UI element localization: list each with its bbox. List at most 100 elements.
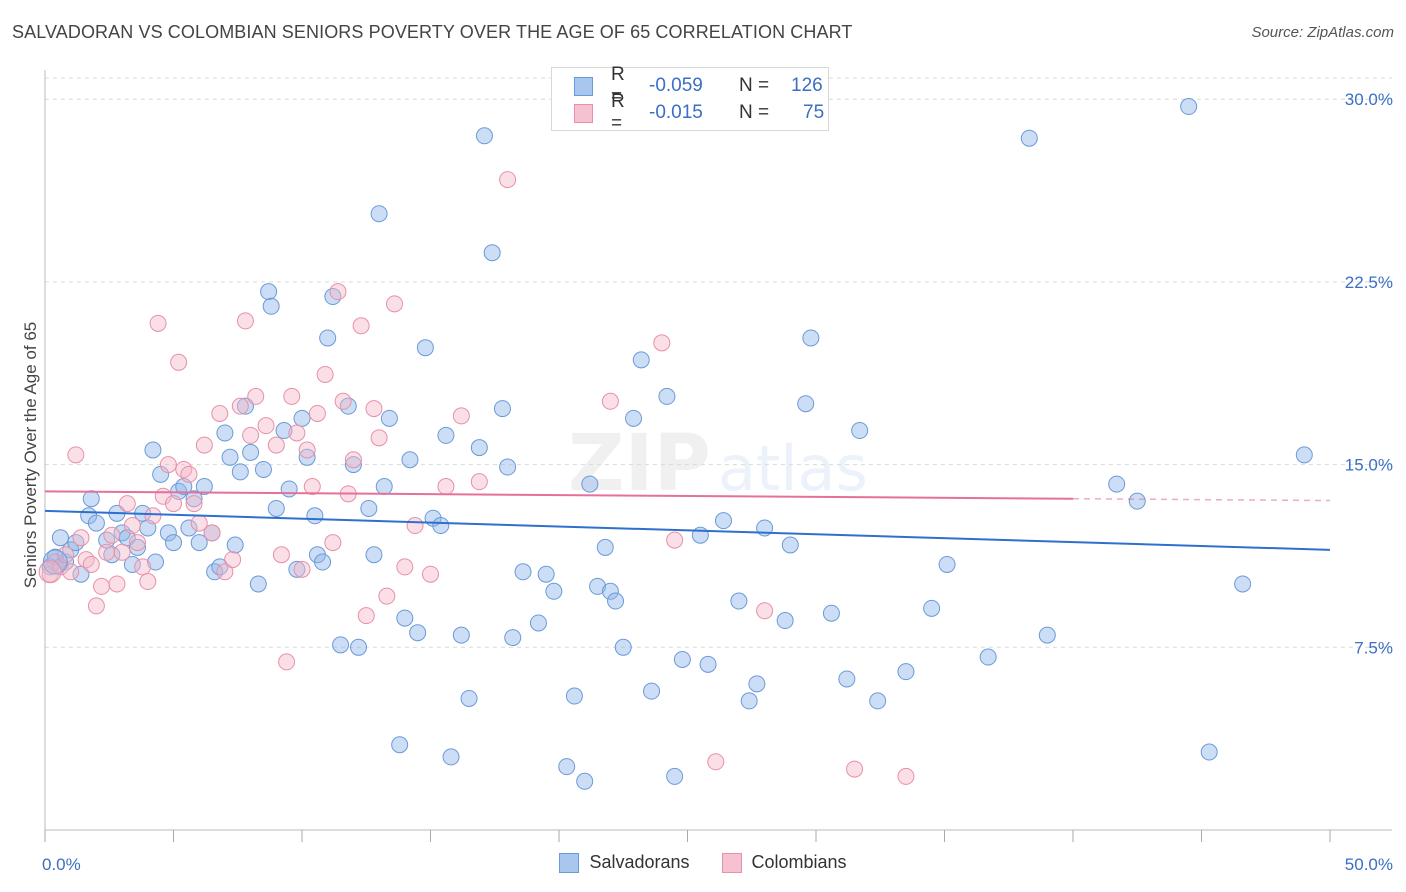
trend-lines <box>44 490 1331 551</box>
salvadoran-point <box>483 244 501 262</box>
legend-row-salvadorans: R = -0.059 N = 126 <box>574 64 823 107</box>
source-credit: Source: ZipAtlas.com <box>1251 24 1394 41</box>
chart-title: SALVADORAN VS COLOMBIAN SENIORS POVERTY … <box>12 22 853 42</box>
colombian-point <box>144 507 162 525</box>
salvadoran-point <box>306 507 324 525</box>
salvadoran-point <box>1108 475 1126 493</box>
salvadoran-point <box>470 439 488 457</box>
colombian-point <box>303 478 321 496</box>
colombian-point <box>103 526 121 544</box>
legend-label-salvadorans: Salvadorans <box>589 852 690 872</box>
salvadoran-point <box>226 536 244 554</box>
salvadoran-point <box>262 297 280 315</box>
colombian-point <box>175 460 193 478</box>
x-tick-label: 50.0% <box>1345 855 1393 874</box>
colombian-point <box>422 565 439 583</box>
colombian-point <box>846 760 864 778</box>
colombian-point <box>257 417 275 435</box>
colombian-point <box>185 495 203 513</box>
salvadoran-point <box>211 558 229 576</box>
legend-item-salvadorans[interactable]: Salvadorans <box>559 852 690 873</box>
salvadoran-point <box>380 409 398 427</box>
legend-n-label: N = <box>739 75 770 96</box>
salvadoran-point <box>339 397 357 415</box>
salvadoran-point <box>537 565 555 583</box>
salvadoran-point <box>275 422 293 440</box>
salvadoran-point <box>41 558 59 576</box>
colombian-point <box>134 558 152 576</box>
salvadoran-point <box>838 670 856 688</box>
salvadoran-point <box>180 519 198 537</box>
legend-r-value: -0.059 <box>649 75 703 96</box>
salvadoran-point <box>409 624 427 642</box>
salvadoran-point <box>1200 743 1218 761</box>
salvadoran-point <box>558 758 576 776</box>
colombian-point <box>216 563 234 581</box>
salvadoran-point <box>938 555 956 573</box>
salvadoran-point <box>1038 626 1056 644</box>
salvadoran-point <box>658 387 676 405</box>
salvadoran-point <box>589 577 607 595</box>
colombian-point <box>108 575 126 593</box>
salvadoran-point <box>740 692 758 710</box>
colombian-point <box>344 451 362 469</box>
colombian-point <box>452 407 470 425</box>
colombian-point <box>118 495 136 513</box>
colombian-point <box>601 392 619 410</box>
colombian-point <box>87 597 105 615</box>
salvadoran-point <box>442 748 460 766</box>
salvadoran-point <box>475 127 493 145</box>
legend-swatch-colombians <box>721 852 742 873</box>
colombian-point <box>396 558 414 576</box>
salvadoran-point <box>822 604 840 622</box>
colombian-point <box>159 456 177 474</box>
salvadoran-point <box>581 475 599 493</box>
salvadoran-point <box>514 563 532 581</box>
colombian-point <box>329 283 347 301</box>
watermark-atlas: atlas <box>718 432 868 505</box>
salvadoran-point <box>452 626 470 644</box>
salvadoran-point <box>614 638 632 656</box>
salvadoran-point <box>190 534 208 552</box>
salvadoran-point <box>1180 98 1198 116</box>
salvadoran-point <box>460 689 478 707</box>
salvadoran-point <box>298 448 316 466</box>
salvadoran-point <box>851 422 869 440</box>
salvadoran-point <box>216 424 234 442</box>
salvadoran-point <box>185 490 203 508</box>
watermark-zip: ZIP <box>568 419 711 509</box>
salvadoran-point <box>165 534 182 552</box>
colombian-trend-line <box>44 490 1074 500</box>
colombian-point <box>386 295 404 313</box>
legend-r-label: R = <box>611 64 625 107</box>
colombian-point <box>123 517 141 535</box>
x-tick-label: 0.0% <box>42 855 81 874</box>
colombian-point <box>499 171 517 189</box>
colombian-point <box>283 387 301 405</box>
y-axis-label: Seniors Poverty Over the Age of 65 <box>21 322 40 588</box>
colombian-point <box>298 441 316 459</box>
salvadoran-point <box>607 592 625 610</box>
salvadoran-point <box>797 395 815 413</box>
legend-r-value: -0.015 <box>649 102 703 123</box>
salvadoran-point <box>699 655 717 673</box>
salvadoran-point <box>249 575 267 593</box>
colombian-point <box>113 543 131 561</box>
salvadoran-point <box>293 409 311 427</box>
salvadoran-point <box>206 563 224 581</box>
legend-item-colombians[interactable]: Colombians <box>721 852 847 873</box>
y-tick-label: 22.5% <box>1345 273 1393 292</box>
salvadoran-point <box>280 480 298 498</box>
colombian-point <box>224 551 242 569</box>
legend-n-value: 126 <box>791 75 823 96</box>
colombian-point <box>139 573 157 591</box>
salvadoran-point <box>360 499 378 517</box>
colombian-point <box>707 753 725 771</box>
salvadoran-point <box>802 329 820 347</box>
salvadoran-point <box>666 767 684 785</box>
salvadoran-point <box>897 663 915 681</box>
salvadoran-point <box>221 448 239 466</box>
series-legend: Salvadorans Colombians <box>0 852 1406 873</box>
salvadoran-point <box>545 582 563 600</box>
colombian-point <box>272 546 290 564</box>
